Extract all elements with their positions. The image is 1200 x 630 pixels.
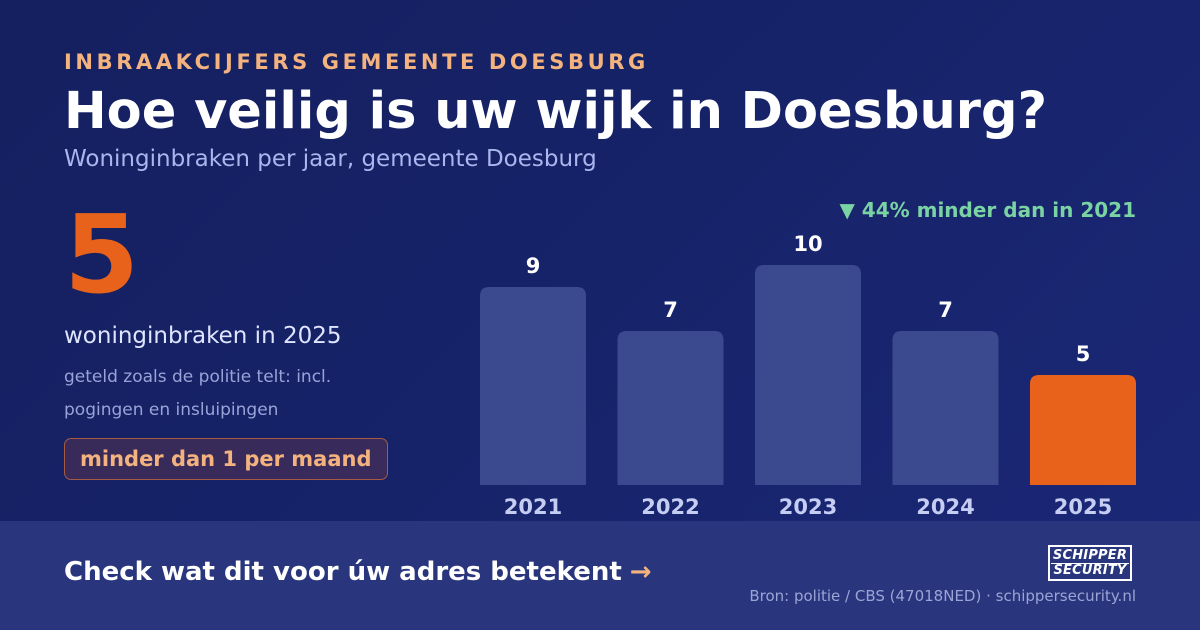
source-note: Bron: politie / CBS (47018NED) · schippe…	[749, 587, 1136, 605]
value-label-2022: 7	[663, 298, 678, 322]
logo-line-2: SECURITY	[1051, 562, 1129, 578]
page-title: Hoe veilig is uw wijk in Doesburg?	[64, 82, 1048, 141]
stat-note: geteld zoals de politie telt: incl. pogi…	[64, 367, 332, 420]
arrow-right-icon: →	[629, 557, 652, 587]
cta-link[interactable]: Check wat dit voor úw adres betekent →	[64, 557, 652, 587]
kicker: INBRAAKCIJFERS GEMEENTE DOESBURG	[64, 50, 649, 74]
monthly-badge: minder dan 1 per maand	[64, 438, 388, 480]
logo-line-1: SCHIPPER	[1052, 547, 1128, 563]
trend-indicator: ▼ 44% minder dan in 2021	[839, 198, 1136, 222]
cta-text: Check wat dit voor úw adres betekent	[64, 557, 622, 587]
bar-2021	[480, 287, 586, 485]
value-label-2023: 10	[793, 232, 822, 256]
footer-bar: Check wat dit voor úw adres betekent → SC…	[0, 521, 1200, 630]
stat-value: 5	[64, 193, 140, 318]
bar-2023	[755, 265, 861, 485]
value-label-2021: 9	[526, 254, 541, 278]
bar-2024	[892, 331, 999, 485]
year-label-2024: 2024	[916, 495, 974, 519]
year-label-2025: 2025	[1054, 495, 1112, 519]
value-label-2024: 7	[938, 298, 953, 322]
subtitle: Woninginbraken per jaar, gemeente Doesbu…	[64, 146, 597, 172]
year-label-2023: 2023	[779, 495, 837, 519]
year-label-2022: 2022	[641, 495, 699, 519]
stat-label: woninginbraken in 2025	[64, 323, 342, 349]
value-label-2025: 5	[1076, 342, 1091, 366]
bar-2025	[1030, 375, 1136, 485]
year-label-2021: 2021	[504, 495, 562, 519]
bar-2022	[617, 331, 724, 485]
brand-logo: SCHIPPER SECURITY	[1048, 545, 1132, 581]
